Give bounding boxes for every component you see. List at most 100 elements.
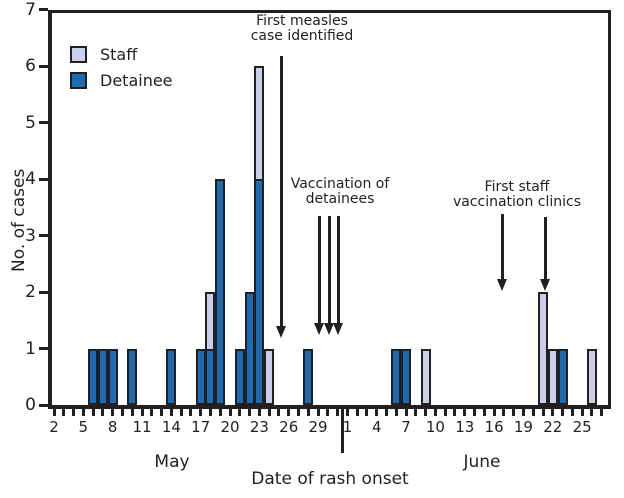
bar-detainee-may-8	[107, 348, 118, 405]
annotation-arrow-head-vaccination-of-detainees	[323, 323, 334, 335]
x-tick	[473, 409, 477, 416]
x-tick	[277, 409, 281, 416]
x-tick	[52, 409, 56, 416]
x-tick	[160, 409, 164, 416]
x-tick	[287, 409, 291, 416]
x-tick	[453, 409, 457, 416]
x-tick-label: 19	[513, 418, 533, 436]
y-tick-label: 0	[25, 395, 36, 415]
bar-staff-june-22	[547, 348, 558, 405]
x-tick	[297, 409, 300, 416]
x-tick	[169, 409, 173, 416]
legend-item-staff: Staff	[70, 41, 173, 67]
bar-detainee-may-19	[215, 179, 226, 405]
x-tick	[189, 409, 193, 416]
bar-detainee-may-10	[127, 348, 138, 405]
x-tick	[561, 409, 565, 416]
x-tick	[531, 409, 535, 416]
x-tick	[248, 409, 252, 416]
x-tick	[228, 409, 232, 416]
bar-staff-may-18	[205, 292, 216, 351]
x-axis-line	[48, 405, 611, 409]
x-tick-label: 7	[401, 418, 411, 436]
y-tick	[39, 177, 48, 181]
x-tick	[120, 409, 124, 416]
x-tick	[463, 409, 467, 416]
y-tick	[39, 8, 48, 12]
x-tick-label: 26	[279, 418, 299, 436]
annotation-arrow-head-first-staff-vaccination-clinics	[539, 279, 550, 291]
x-tick	[375, 409, 379, 416]
x-tick-label: 25	[572, 418, 592, 436]
bar-detainee-june-6	[391, 348, 402, 405]
x-tick	[365, 409, 369, 416]
bar-staff-may-24	[264, 348, 275, 405]
x-tick	[590, 409, 594, 416]
y-tick-label: 2	[25, 282, 36, 303]
x-tick	[551, 409, 555, 416]
x-tick	[355, 409, 359, 416]
bar-detainee-june-23	[557, 348, 568, 405]
x-tick	[541, 409, 545, 416]
bar-staff-june-21	[538, 292, 548, 405]
x-tick	[179, 409, 183, 416]
x-tick	[492, 409, 496, 416]
x-tick-label: 13	[455, 418, 475, 436]
legend: Staff Detainee	[70, 41, 173, 93]
plot-border-right	[608, 10, 611, 409]
x-tick	[345, 409, 349, 416]
bar-detainee-may-14	[166, 348, 177, 405]
x-tick	[336, 409, 340, 416]
x-tick	[150, 409, 154, 416]
bar-detainee-may-28	[303, 348, 314, 405]
bar-detainee-may-17	[195, 348, 206, 405]
x-tick-label: 2	[49, 418, 59, 436]
x-tick	[72, 409, 76, 416]
x-tick	[316, 409, 320, 416]
annotation-arrow-line-vaccination-of-detainees	[327, 216, 331, 324]
annotation-arrow-head-first-measles-case	[275, 326, 286, 338]
x-tick	[140, 409, 144, 416]
annotation-arrow-head-vaccination-of-detainees	[333, 323, 343, 335]
x-tick	[306, 409, 310, 416]
x-tick	[414, 409, 418, 416]
x-tick	[81, 409, 85, 416]
x-tick	[580, 409, 584, 416]
annotation-arrow-line-vaccination-of-detainees	[318, 216, 321, 324]
x-tick-label: 29	[308, 418, 328, 436]
x-tick	[101, 409, 105, 416]
y-tick	[39, 64, 48, 68]
annotation-arrow-head-vaccination-of-detainees	[314, 323, 324, 335]
x-tick	[521, 409, 525, 416]
y-tick-label: 6	[25, 56, 36, 77]
staff-swatch	[70, 45, 87, 63]
x-tick-label: 1	[342, 418, 353, 436]
legend-item-detainee: Detainee	[70, 67, 173, 93]
x-tick	[512, 409, 516, 416]
x-tick-label: 4	[371, 418, 382, 436]
y-axis-line	[48, 10, 52, 409]
x-axis-title: Date of rash onset	[251, 469, 409, 489]
bar-detainee-may-6	[88, 348, 99, 405]
x-tick	[443, 409, 447, 416]
bar-staff-june-26	[586, 348, 597, 405]
bar-detainee-may-21	[234, 348, 245, 405]
bar-detainee-may-18	[205, 348, 216, 405]
x-tick	[404, 409, 408, 416]
x-tick-label: 14	[161, 418, 181, 436]
x-tick	[238, 409, 242, 416]
annotation-arrow-line-first-measles-case	[279, 56, 283, 327]
y-tick-label: 3	[25, 225, 36, 246]
x-tick	[385, 409, 389, 416]
x-tick	[433, 409, 437, 416]
month-divider	[341, 409, 344, 453]
month-label-may: May	[154, 452, 190, 472]
y-tick	[39, 403, 48, 407]
bar-staff-may-23	[254, 66, 265, 182]
x-tick	[218, 409, 222, 416]
y-tick-label: 5	[25, 112, 36, 133]
bar-detainee-may-23	[254, 179, 265, 405]
x-tick-label: 16	[484, 418, 504, 436]
x-tick	[482, 409, 486, 416]
